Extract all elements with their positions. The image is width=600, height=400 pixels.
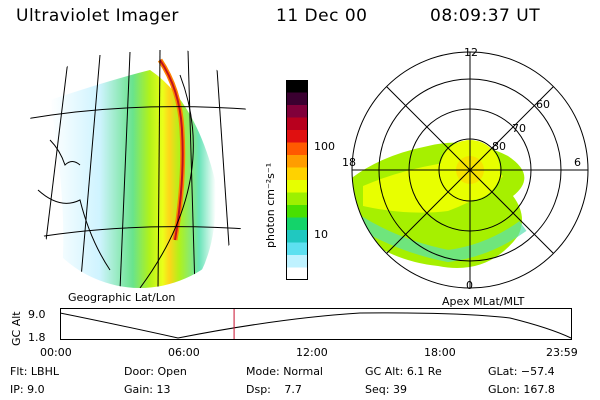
colorbar-band <box>286 230 308 243</box>
glon-label: GLon: <box>488 383 520 396</box>
colorbar-band <box>286 167 308 181</box>
info-seq: Seq: 39 <box>365 383 407 396</box>
colorbar-band <box>286 155 308 168</box>
date-label: 11 Dec 00 <box>276 6 368 26</box>
mlt-label-0: 0 <box>466 279 473 292</box>
colorbar-band <box>286 80 308 93</box>
polar-caption: Apex MLat/MLT <box>442 295 525 308</box>
info-gain: Gain: 13 <box>124 383 171 396</box>
alt-ytick-low: 1.8 <box>28 331 46 344</box>
alt-xtick-0600: 06:00 <box>168 346 200 359</box>
mlt-label-12: 12 <box>464 46 478 59</box>
colorbar-tick-10: 10 <box>314 228 328 241</box>
alt-xtick-0000: 00:00 <box>40 346 72 359</box>
info-door: Door: Open <box>124 365 187 378</box>
gcalt-value: 6.1 Re <box>406 365 442 378</box>
flt-value: LBHL <box>30 365 59 378</box>
info-dsp: Dsp: 7.7 <box>246 383 302 396</box>
colorbar-tick-100: 100 <box>314 140 335 153</box>
instrument-title: Ultraviolet Imager <box>16 6 179 26</box>
colorbar-band <box>286 192 308 206</box>
polar-image-panel <box>351 51 589 289</box>
colorbar-band <box>286 255 308 268</box>
seq-label: Seq: <box>365 383 390 396</box>
info-ip: IP: 9.0 <box>10 383 45 396</box>
dsp-value: 7.7 <box>284 383 302 396</box>
time-label: 08:09:37 UT <box>430 6 541 26</box>
colorbar <box>286 80 308 280</box>
mlt-label-6: 6 <box>574 156 581 169</box>
colorbar-band <box>286 105 308 118</box>
door-value: Open <box>157 365 187 378</box>
door-label: Door: <box>124 365 154 378</box>
alt-ytick-high: 9.0 <box>28 308 46 321</box>
flt-label: Flt: <box>10 365 28 378</box>
alt-xtick-1800: 18:00 <box>424 346 456 359</box>
colorbar-band <box>286 267 308 280</box>
mlat-label-60: 60 <box>536 98 550 111</box>
colorbar-band <box>286 180 308 193</box>
info-gcalt: GC Alt: 6.1 Re <box>365 365 442 378</box>
mode-value: Normal <box>283 365 323 378</box>
glat-label: GLat: <box>488 365 518 378</box>
alt-xtick-2359: 23:59 <box>546 346 578 359</box>
ip-label: IP: <box>10 383 24 396</box>
mode-label: Mode: <box>246 365 280 378</box>
gcalt-label: GC Alt: <box>365 365 404 378</box>
mlat-label-80: 80 <box>492 140 506 153</box>
colorbar-band <box>286 92 308 106</box>
colorbar-band <box>286 242 308 256</box>
alt-xtick-1200: 12:00 <box>296 346 328 359</box>
geographic-image-panel <box>22 40 258 288</box>
gain-label: Gain: <box>124 383 153 396</box>
geographic-caption: Geographic Lat/Lon <box>68 291 176 304</box>
info-glon: GLon: 167.8 <box>488 383 555 396</box>
info-flt: Flt: LBHL <box>10 365 59 378</box>
ip-value: 9.0 <box>27 383 45 396</box>
alt-plot-ylabel: GC Alt <box>10 311 23 346</box>
glon-value: 167.8 <box>523 383 555 396</box>
mlt-label-18: 18 <box>342 156 356 169</box>
dsp-label: Dsp: <box>246 383 271 396</box>
gain-value: 13 <box>156 383 171 396</box>
colorbar-band <box>286 205 308 218</box>
colorbar-band <box>286 117 308 131</box>
colorbar-band <box>286 130 308 143</box>
colorbar-band <box>286 142 308 156</box>
colorbar-label: photon cm⁻²s⁻¹ <box>264 162 277 248</box>
altitude-plot <box>60 308 572 340</box>
glat-value: −57.4 <box>520 365 555 378</box>
mlat-label-70: 70 <box>512 122 526 135</box>
seq-value: 39 <box>392 383 407 396</box>
info-glat: GLat: −57.4 <box>488 365 555 378</box>
colorbar-band <box>286 217 308 231</box>
info-mode: Mode: Normal <box>246 365 323 378</box>
